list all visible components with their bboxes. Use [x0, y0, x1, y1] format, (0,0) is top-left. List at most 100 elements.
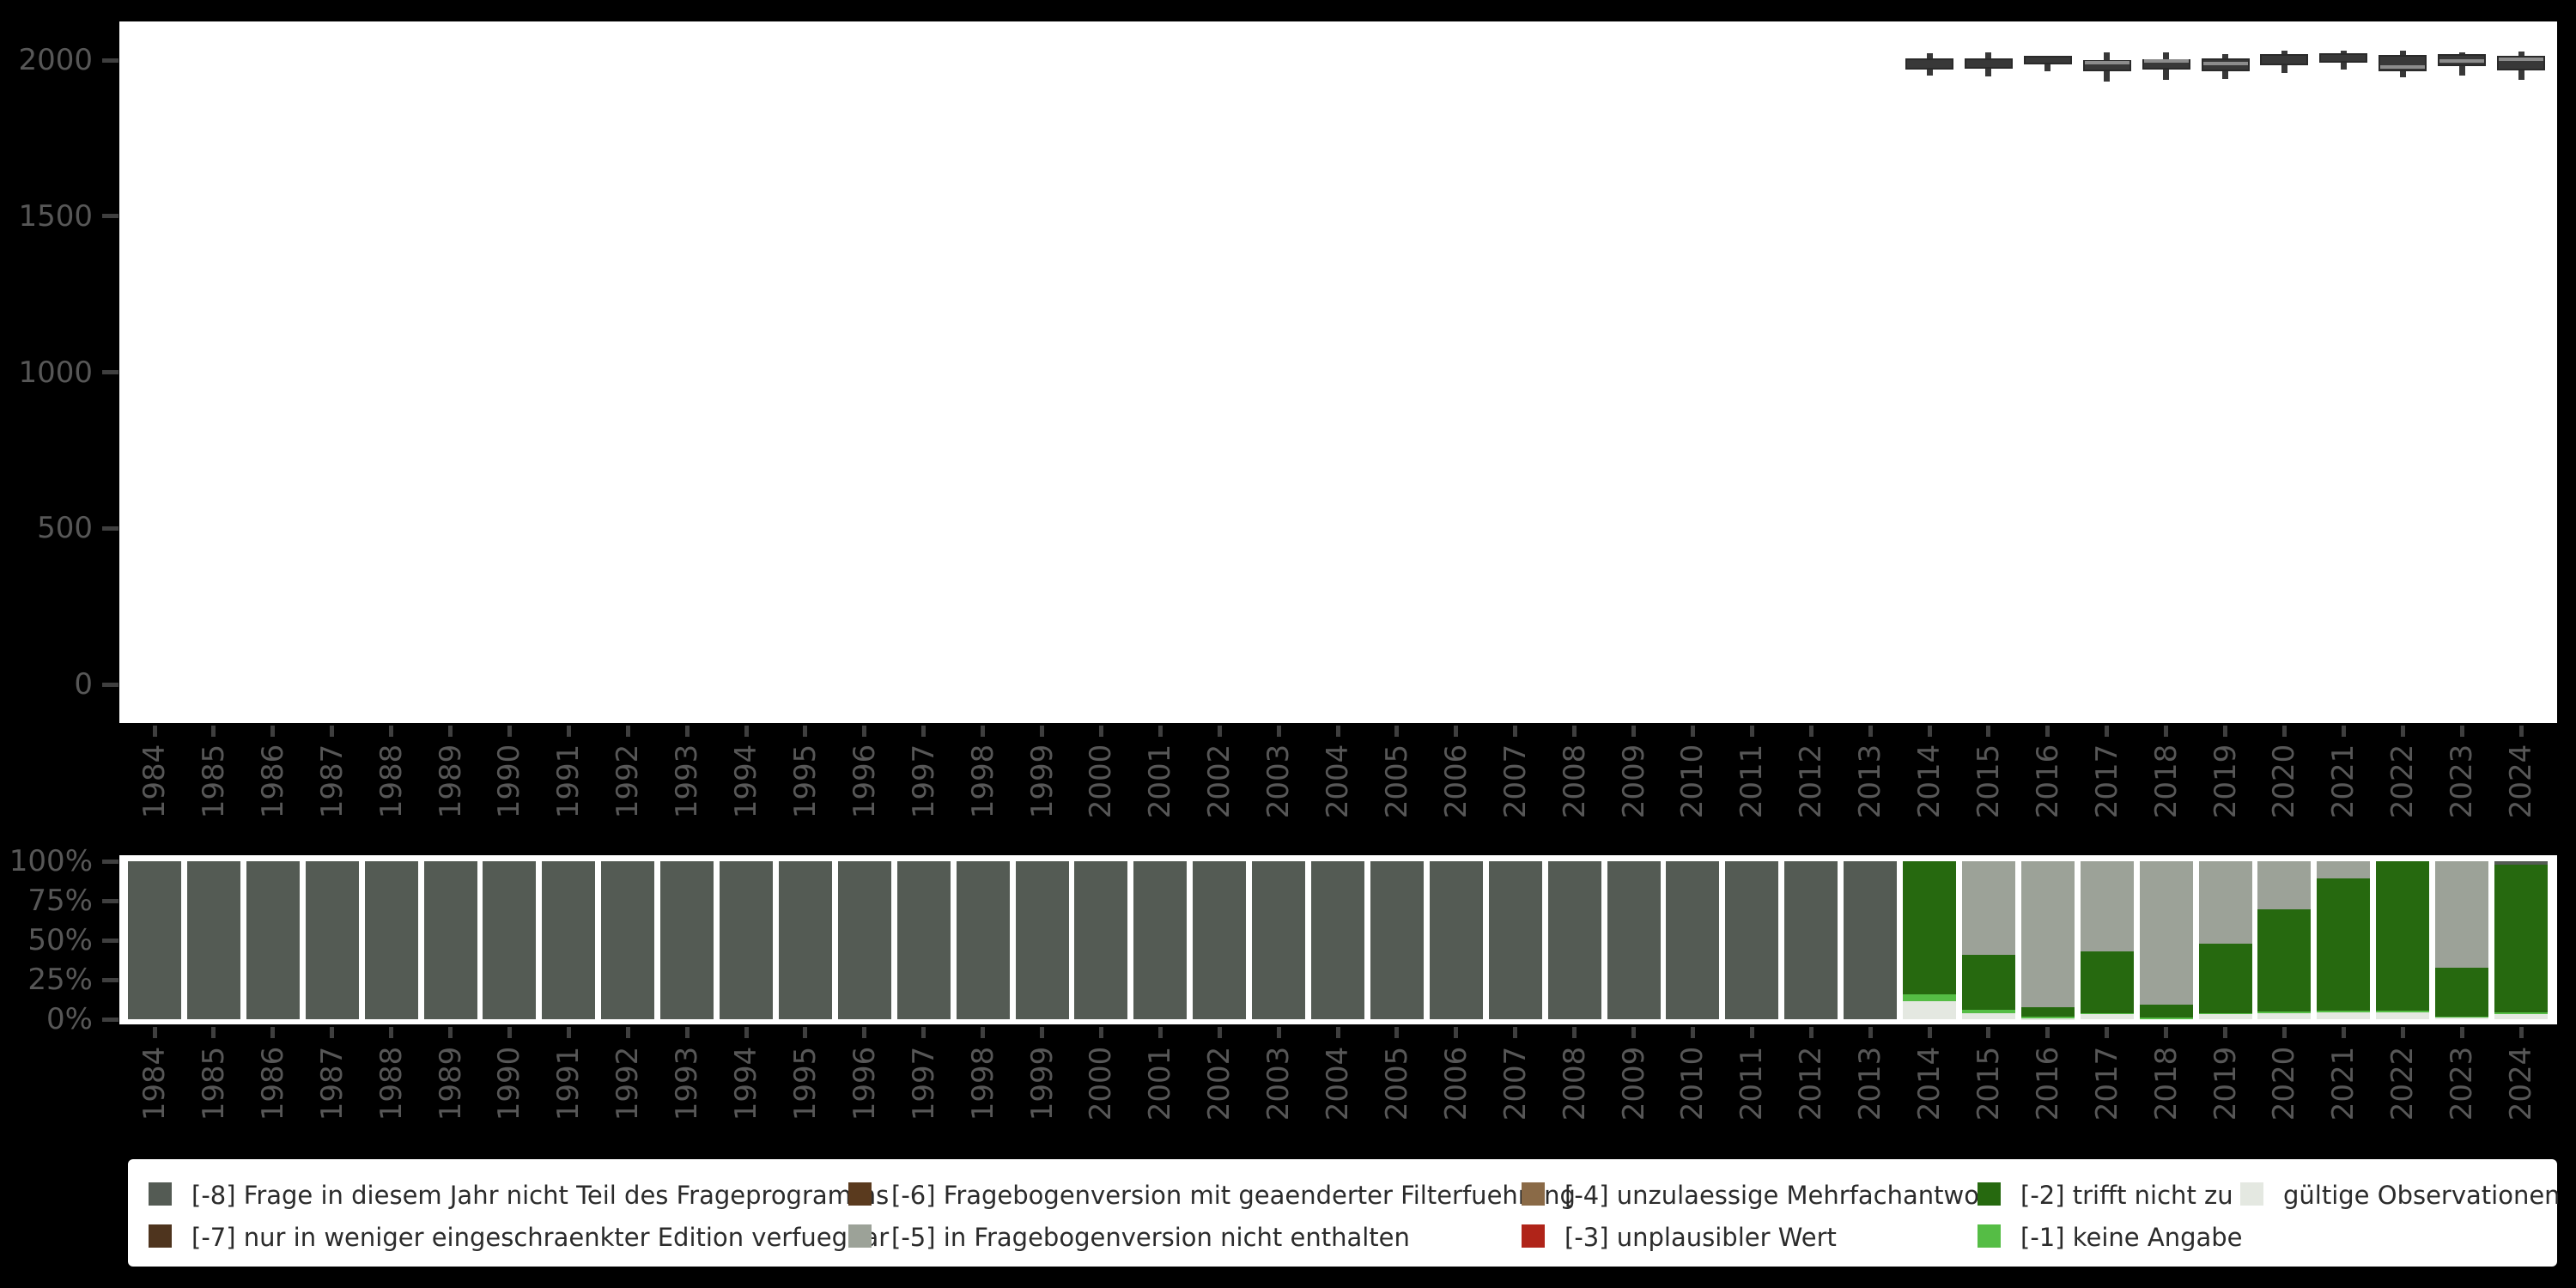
bar-segment-minus2: [2080, 951, 2134, 1013]
y-tick-label: 75%: [27, 884, 93, 918]
x-tick-label: 1999: [1024, 744, 1060, 819]
bar-segment-minus1: [1961, 1010, 2015, 1013]
x-tick: [744, 726, 749, 737]
legend-swatch: [149, 1182, 172, 1206]
x-tick: [1157, 726, 1163, 737]
x-tick-label: 2015: [1971, 1046, 2006, 1121]
x-tick-label: 1987: [314, 1046, 349, 1121]
x-tick: [507, 726, 512, 737]
x-tick-label: 2015: [1971, 744, 2006, 819]
x-tick-label: 2011: [1735, 1046, 1770, 1121]
bar-segment-minus8: [483, 861, 537, 1019]
legend: [-8] Frage in diesem Jahr nicht Teil des…: [128, 1159, 2561, 1267]
bar-segment-minus8: [1370, 861, 1424, 1019]
x-tick-label: 2006: [1438, 744, 1473, 819]
bar-segment-minus5: [1961, 861, 2015, 955]
x-tick-label: 1994: [729, 1046, 763, 1121]
x-tick-label: 2013: [1853, 744, 1888, 819]
x-tick-label: 2010: [1675, 744, 1710, 819]
x-tick-label: 2008: [1557, 744, 1592, 819]
x-tick: [1986, 1027, 1991, 1038]
x-tick: [684, 726, 690, 737]
bar-segment-minus2: [2020, 1007, 2075, 1018]
bar-segment-minus2: [2198, 943, 2252, 1013]
x-tick-label: 2003: [1261, 1046, 1297, 1121]
x-tick-label: 1989: [433, 1046, 468, 1121]
x-tick: [152, 726, 157, 737]
bar-segment-minus1: [2317, 1010, 2371, 1013]
boxplot-box: [2023, 55, 2072, 65]
x-tick-label: 1992: [611, 1046, 646, 1121]
bar-segment-minus5: [2198, 861, 2252, 944]
x-tick-label: 1997: [906, 1046, 941, 1121]
y-tick-label: 1500: [18, 198, 93, 234]
x-tick-label: 2007: [1498, 1046, 1533, 1121]
x-tick: [1927, 1027, 1932, 1038]
bar-segment-minus8: [1725, 861, 1779, 1019]
x-tick-label: 2002: [1202, 1046, 1237, 1121]
bar-segment-minus8: [1252, 861, 1306, 1019]
x-tick: [2105, 1027, 2110, 1038]
y-tick: [102, 898, 118, 903]
bar-segment-minus8: [1547, 861, 1601, 1019]
x-tick-label: 2020: [2267, 1046, 2302, 1121]
y-tick-label: 25%: [27, 963, 93, 997]
x-tick-label: 2014: [1912, 744, 1947, 819]
x-tick: [330, 1027, 335, 1038]
x-tick: [1631, 1027, 1636, 1038]
bar-segment-minus2: [1961, 954, 2015, 1011]
x-tick-label: 1998: [965, 744, 1000, 819]
boxplot-box: [2319, 52, 2368, 64]
y-tick-label: 0: [74, 667, 93, 702]
bar-segment-minus1: [1903, 994, 1956, 1001]
x-tick-label: 2001: [1143, 1046, 1178, 1121]
x-tick-label: 1987: [314, 744, 349, 819]
x-tick: [1217, 726, 1222, 737]
x-tick-label: 2023: [2445, 1046, 2480, 1121]
x-tick: [862, 726, 867, 737]
bar-segment-minus8: [305, 861, 359, 1019]
x-tick: [507, 1027, 512, 1038]
x-tick-label: 2002: [1202, 744, 1237, 819]
x-tick: [921, 726, 927, 737]
x-tick: [803, 726, 808, 737]
bar-segment-minus1: [2020, 1017, 2075, 1019]
x-tick-label: 1993: [670, 1046, 705, 1121]
bar-segment-minus1: [2435, 1016, 2489, 1018]
x-tick: [2223, 1027, 2227, 1038]
x-tick: [1454, 726, 1459, 737]
x-tick: [2164, 1027, 2169, 1038]
legend-swatch: [1978, 1182, 2001, 1206]
x-tick: [1868, 726, 1873, 737]
boxplot-box: [1964, 58, 2013, 70]
x-tick-label: 1985: [196, 1046, 231, 1121]
x-tick-label: 1995: [787, 1046, 823, 1121]
bar-segment-minus8: [837, 861, 891, 1019]
x-tick: [330, 726, 335, 737]
x-tick-label: 1997: [906, 744, 941, 819]
bar-segment-valid: [2257, 1012, 2312, 1019]
y-tick-label: 100%: [9, 844, 93, 878]
x-tick: [1157, 1027, 1163, 1038]
legend-swatch: [149, 1224, 172, 1248]
x-tick: [211, 1027, 216, 1038]
x-tick: [2045, 1027, 2050, 1038]
bar-segment-minus2: [2139, 1004, 2193, 1018]
x-tick-label: 2001: [1143, 744, 1178, 819]
bar-segment-minus8: [1429, 861, 1483, 1019]
bar-segment-minus8: [778, 861, 832, 1019]
bar-segment-minus2: [2435, 968, 2489, 1017]
x-tick-label: 1991: [551, 744, 586, 819]
x-tick-label: 2005: [1379, 744, 1414, 819]
x-tick: [1098, 726, 1103, 737]
x-tick-label: 2000: [1084, 744, 1119, 819]
x-tick-label: 2020: [2267, 744, 2302, 819]
x-tick: [152, 1027, 157, 1038]
x-tick: [1808, 726, 1814, 737]
legend-label: [-8] Frage in diesem Jahr nicht Teil des…: [191, 1181, 890, 1210]
bar-segment-valid: [2020, 1018, 2075, 1020]
x-tick: [270, 1027, 276, 1038]
x-tick: [1040, 1027, 1044, 1038]
bar-segment-valid: [2198, 1013, 2252, 1019]
x-tick-label: 2011: [1735, 744, 1770, 819]
